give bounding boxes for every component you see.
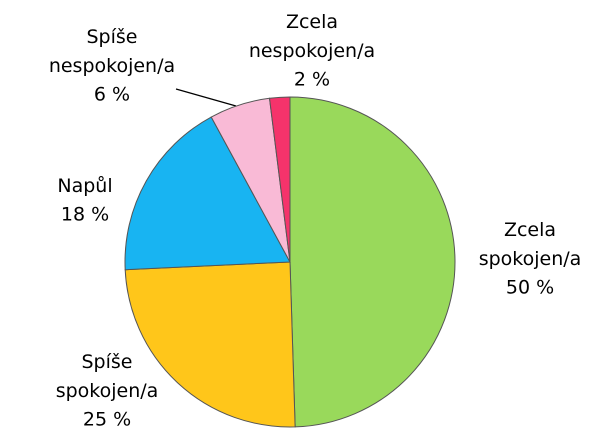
leader-line <box>175 88 237 107</box>
category-label: Spíše nespokojen/a <box>49 26 175 77</box>
value-label: 2 % <box>294 69 330 91</box>
pie-slice <box>289 96 456 428</box>
category-label: Napůl <box>57 175 112 197</box>
value-label: 6 % <box>94 84 130 106</box>
pie-slice <box>124 261 296 428</box>
value-label: 25 % <box>83 409 131 431</box>
value-label: 18 % <box>61 204 109 226</box>
pie-slice <box>268 96 291 263</box>
category-label: Zcela nespokojen/a <box>249 11 375 62</box>
pie-slice <box>124 116 291 271</box>
category-label: Zcela spokojen/a <box>479 219 582 270</box>
category-label: Spíše spokojen/a <box>56 351 159 402</box>
value-label: 50 % <box>506 277 554 299</box>
